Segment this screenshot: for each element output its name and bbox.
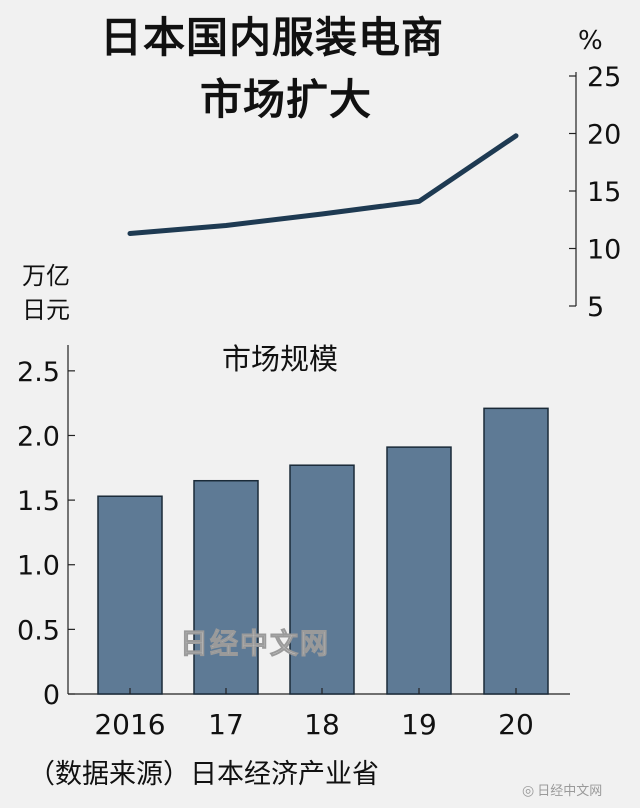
- source-note: （数据来源）日本经济产业省: [28, 759, 379, 790]
- line-y-tick-label: 25: [587, 62, 621, 93]
- watermark: 日经中文网: [179, 627, 331, 661]
- line-y-unit: %: [578, 26, 603, 56]
- bar: [483, 407, 549, 695]
- line-y-tick-label: 5: [587, 292, 604, 323]
- bar: [193, 479, 259, 695]
- bar: [386, 446, 452, 695]
- line-point: [515, 135, 517, 137]
- bar-x-tick-label: 2016: [94, 708, 165, 741]
- bar-y-unit-line-1: 万亿: [22, 262, 70, 290]
- bar: [97, 495, 163, 695]
- bar-y-tick-label: 1.0: [17, 551, 60, 582]
- bar-y-tick-label: 2.0: [17, 421, 60, 452]
- chart-title-line-2: 市场扩大: [200, 75, 373, 124]
- bar: [289, 464, 355, 695]
- bar-x-tick-label: 18: [304, 708, 340, 741]
- line-y-tick-label: 20: [587, 120, 621, 151]
- bar-y-tick-label: 1.5: [17, 486, 60, 517]
- corner-watermark-text: 日经中文网: [537, 784, 603, 799]
- bar-y-tick-label: 0.5: [17, 615, 60, 646]
- line-point: [321, 213, 323, 215]
- corner-watermark: ◎ 日经中文网: [522, 780, 602, 799]
- chart-title-line-1: 日本国内服装电商: [100, 13, 445, 62]
- bar-x-tick-label: 20: [498, 708, 534, 741]
- bar-chart-subtitle: 市场规模: [222, 342, 339, 376]
- line-point: [129, 233, 131, 234]
- weibo-logo-icon: ◎: [522, 783, 535, 799]
- line-series: [127, 133, 519, 236]
- line-point: [418, 200, 420, 202]
- line-point: [225, 225, 227, 226]
- bar-y-tick-label: 0: [43, 680, 60, 711]
- line-y-tick-label: 15: [587, 177, 621, 208]
- bar-x-tick-label: 17: [208, 708, 244, 741]
- bar-x-tick-label: 19: [401, 708, 437, 741]
- bar-y-tick-label: 2.5: [17, 357, 60, 388]
- bar-y-unit-line-2: 日元: [22, 296, 70, 324]
- line-y-tick-label: 10: [587, 235, 621, 266]
